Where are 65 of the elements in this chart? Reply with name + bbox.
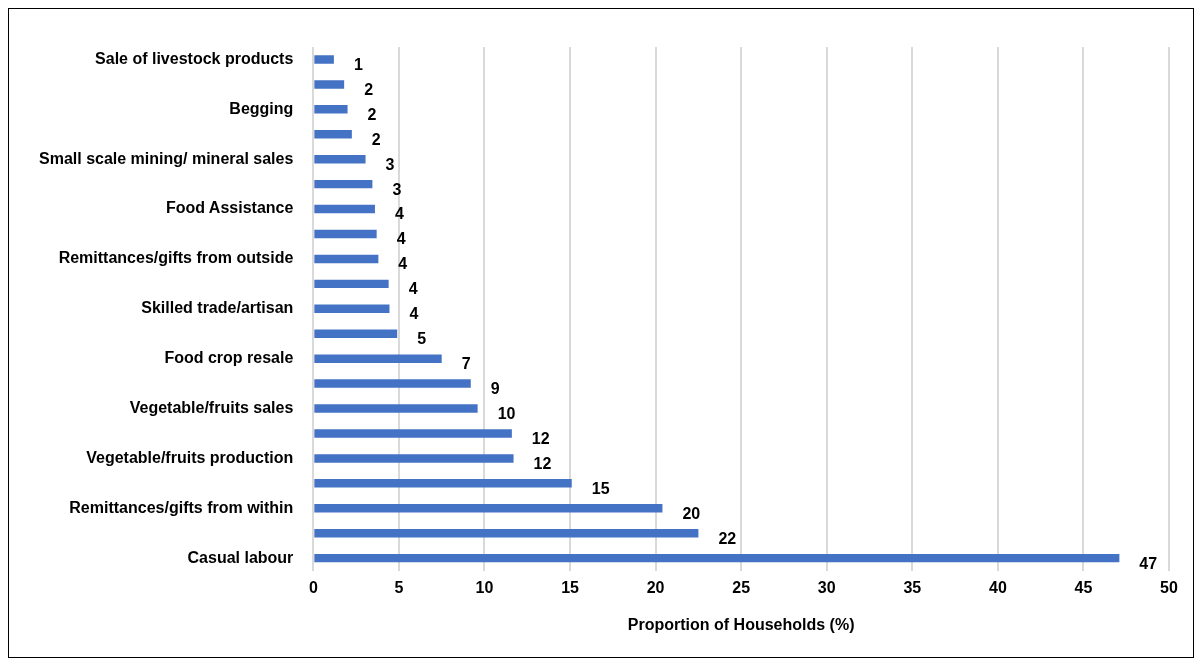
bar [314, 105, 348, 114]
data-label: 12 [533, 454, 552, 472]
x-tick-label: 40 [988, 578, 1007, 596]
x-tick-label: 20 [646, 578, 665, 596]
x-tick-label: 5 [394, 578, 404, 596]
data-label: 3 [385, 155, 395, 173]
data-label: 2 [371, 130, 381, 148]
data-label: 22 [718, 529, 737, 547]
bar [314, 130, 352, 139]
bar [314, 504, 663, 513]
data-label: 4 [396, 230, 406, 248]
bar [314, 429, 512, 438]
y-tick-label: Sale of livestock products [95, 49, 294, 67]
bar [314, 229, 377, 239]
x-axis-title: Proportion of Households (%) [627, 615, 855, 633]
x-tick-label: 35 [903, 578, 922, 596]
data-label: 7 [461, 355, 471, 373]
data-label: 9 [490, 380, 500, 398]
bar [314, 254, 379, 264]
bar [314, 204, 375, 214]
bar [314, 304, 390, 314]
x-tick-label: 25 [732, 578, 751, 596]
y-tick-label: Small scale mining/ mineral sales [39, 149, 294, 167]
data-label: 5 [417, 330, 427, 348]
x-tick-label: 10 [475, 578, 494, 596]
data-label: 3 [392, 180, 402, 198]
y-tick-label: Food Assistance [165, 199, 294, 217]
bar [314, 354, 442, 363]
bar [314, 154, 366, 164]
bar [314, 528, 699, 538]
data-label: 4 [409, 305, 419, 323]
y-tick-label: Food crop resale [164, 349, 294, 367]
y-tick-label: Remittances/gifts from within [69, 498, 294, 516]
x-tick-label: 50 [1160, 578, 1178, 596]
data-label: 12 [531, 429, 550, 447]
bar [314, 179, 373, 189]
data-label: 4 [398, 255, 408, 273]
bar [314, 553, 1120, 563]
data-label: 2 [367, 105, 377, 123]
data-label: 20 [682, 504, 701, 522]
bar [314, 454, 514, 463]
bar [314, 329, 398, 338]
data-label: 1 [353, 55, 363, 73]
bar [314, 404, 478, 413]
bar [314, 379, 471, 388]
x-tick-label: 45 [1074, 578, 1093, 596]
y-tick-label: Vegetable/fruits sales [129, 398, 294, 416]
bar [314, 80, 345, 89]
bar [314, 279, 389, 289]
y-tick-label: Vegetable/fruits production [86, 448, 294, 466]
y-tick-label: Begging [229, 99, 294, 117]
y-tick-label: Casual labour [187, 548, 294, 566]
bar [314, 55, 334, 64]
x-tick-label: 0 [308, 578, 318, 596]
data-label: 4 [394, 205, 404, 223]
y-tick-label: Skilled trade/artisan [141, 299, 294, 317]
x-tick-label: 15 [561, 578, 580, 596]
data-label: 47 [1139, 554, 1158, 572]
data-label: 4 [408, 280, 418, 298]
data-label: 10 [497, 404, 516, 422]
x-tick-label: 30 [817, 578, 836, 596]
y-tick-label: Remittances/gifts from outside [58, 249, 294, 267]
data-label: 2 [364, 80, 374, 98]
data-label: 15 [591, 479, 610, 497]
bar [314, 479, 572, 488]
